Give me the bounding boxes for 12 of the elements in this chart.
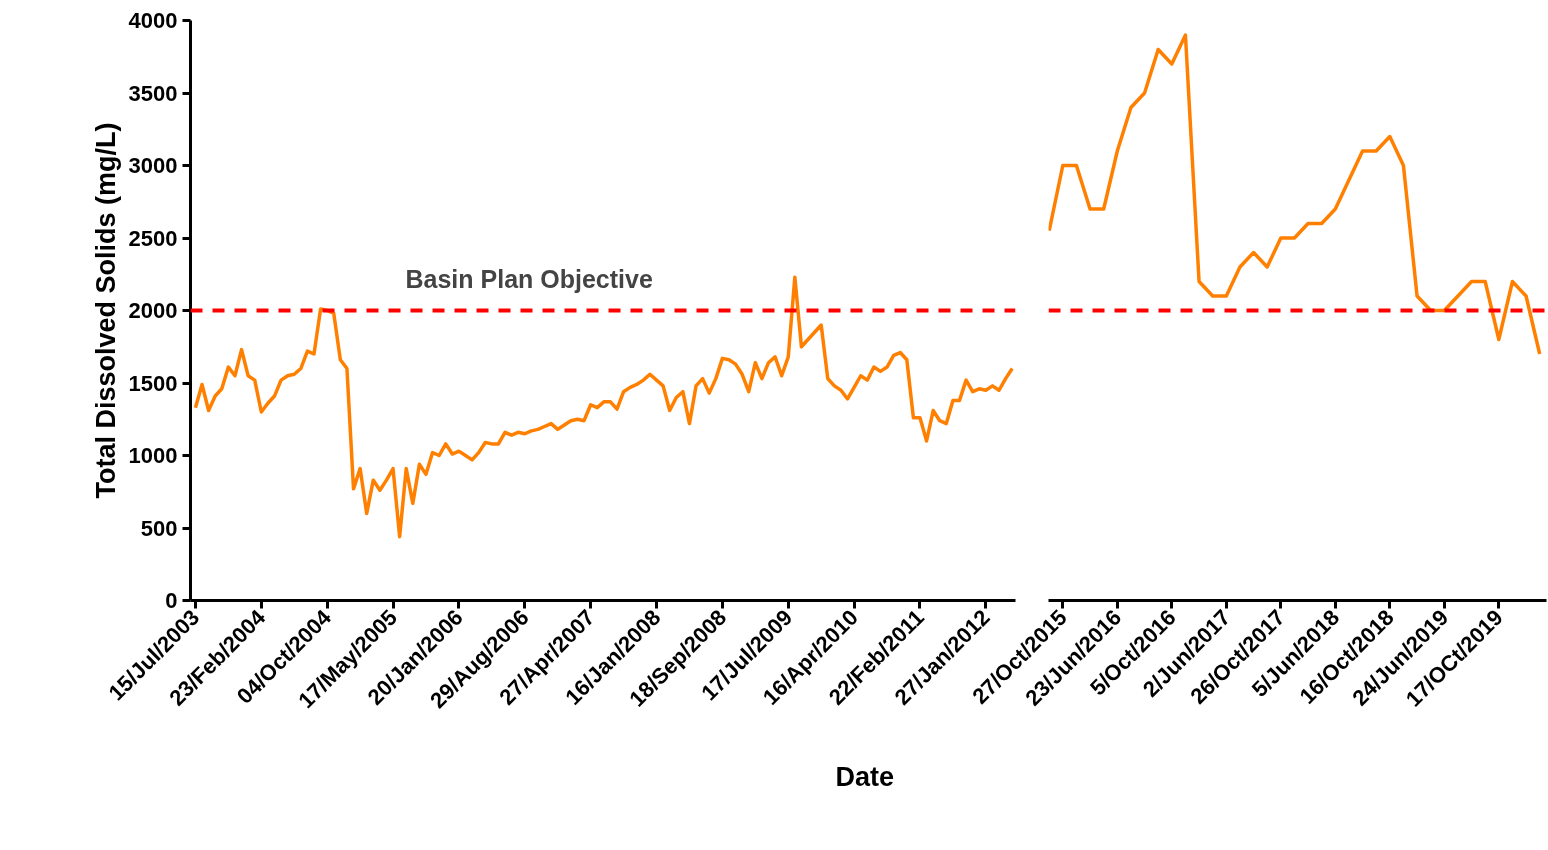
- y-tick-label: 1500: [128, 370, 178, 396]
- y-tick-label: 0: [165, 588, 178, 613]
- y-tick-label: 3500: [128, 80, 178, 106]
- y-tick-label: 2000: [128, 298, 178, 323]
- y-tick-label: 2500: [128, 225, 178, 251]
- y-tick-label: 4000: [128, 8, 178, 33]
- y-tick-label: 1000: [128, 443, 178, 468]
- x-axis-title: Date: [835, 761, 895, 792]
- y-axis-title: Total Dissolved Solids (mg/L): [90, 122, 121, 499]
- y-tick-label: 3000: [128, 153, 178, 178]
- ref-line-label: Basin Plan Objective: [405, 264, 653, 293]
- y-tick-label: 500: [140, 515, 178, 541]
